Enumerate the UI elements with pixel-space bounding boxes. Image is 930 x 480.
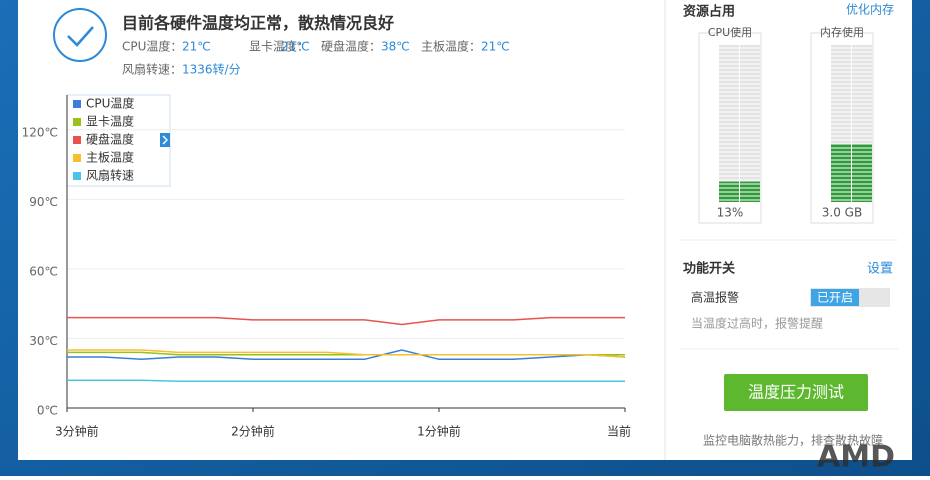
logo: AMD <box>817 440 895 475</box>
gauge-label: 13% <box>717 206 744 220</box>
series-line <box>67 316 625 326</box>
legend-label: 风扇转速 <box>86 168 134 183</box>
func-title: 功能开关 <box>683 261 735 277</box>
legend-toggle[interactable] <box>160 133 170 147</box>
arrow <box>162 135 169 145</box>
legend-swatch <box>73 136 81 144</box>
stat-label: 显卡温度： <box>249 39 309 54</box>
legend-label: 硬盘温度 <box>86 132 134 147</box>
gauge-name: CPU使用 <box>708 26 752 39</box>
stat-value: 21℃ <box>481 40 510 54</box>
legend-swatch <box>73 100 81 108</box>
optimize[interactable]: 优化内存 <box>846 3 894 17</box>
series-line <box>67 349 626 361</box>
stress-button[interactable] <box>724 374 868 411</box>
fan-value: 1336转/分 <box>182 62 241 77</box>
gauge-name: 内存使用 <box>820 25 864 39</box>
y-tick-label: 30℃ <box>29 334 58 348</box>
x-tick-label: 1分钟前 <box>417 424 461 439</box>
status-icon <box>53 8 107 62</box>
y-tick-label: 0℃ <box>37 404 58 418</box>
switch-state: 已开启 <box>817 291 853 305</box>
x-tick-label: 2分钟前 <box>231 424 275 439</box>
y-tick-label: 120℃ <box>22 125 58 139</box>
stat-label: 主板温度： <box>421 39 481 54</box>
legend-swatch <box>73 154 81 162</box>
note: 当温度过高时，报警提醒 <box>691 316 823 331</box>
y-tick-label: 60℃ <box>29 264 58 278</box>
legend-swatch <box>73 172 81 180</box>
legend-label: 主板温度 <box>86 150 134 165</box>
fan-label: 风扇转速： <box>122 62 182 77</box>
gauge-label: 3.0 GB <box>822 206 862 220</box>
stat-value: 21℃ <box>281 40 310 54</box>
res-title: 资源占用 <box>683 4 735 20</box>
legend-label: CPU温度 <box>86 96 134 111</box>
series-line <box>67 349 626 358</box>
legend-swatch <box>73 118 81 126</box>
y-tick-label: 90℃ <box>29 195 58 209</box>
button-label: 温度压力测试 <box>748 383 844 402</box>
stat-label: CPU温度： <box>122 39 182 54</box>
switch-on <box>811 289 859 306</box>
stat-value: 21℃ <box>182 40 211 54</box>
x-tick-label: 3分钟前 <box>55 424 99 439</box>
stat-label: 硬盘温度： <box>321 39 381 54</box>
title: 目前各硬件温度均正常，散热情况良好 <box>122 14 394 33</box>
alarm: 高温报警 <box>691 290 739 305</box>
settings[interactable]: 设置 <box>867 262 893 277</box>
stat-value: 38℃ <box>381 40 410 54</box>
x-tick-label: 当前 <box>607 424 631 439</box>
check <box>67 26 94 47</box>
footer: 监控电脑散热能力，排查散热故障 <box>703 433 883 448</box>
legend-label: 显卡温度 <box>86 114 134 129</box>
series-line <box>67 379 625 383</box>
